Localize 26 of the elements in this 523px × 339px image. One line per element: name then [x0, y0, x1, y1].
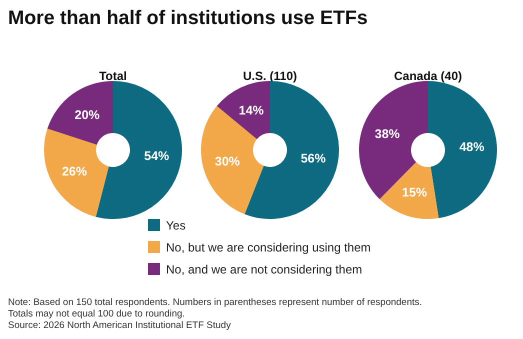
data-label: 48%	[459, 140, 484, 154]
chart-title: More than half of institutions use ETFs	[8, 7, 368, 29]
source-note: Source: 2026 North American Institutional ETF Study	[8, 320, 232, 331]
legend-label: No, and we are not considering them	[166, 262, 362, 276]
legend-label: Yes	[166, 218, 186, 232]
data-label: 20%	[74, 108, 100, 122]
donut-slice	[44, 128, 109, 217]
donut-slice	[428, 81, 497, 218]
chart-subtitle: Total	[99, 69, 127, 83]
chart-subtitle: U.S. (110)	[242, 69, 298, 83]
donut-slice	[216, 81, 270, 140]
legend-label: No, but we are considering using them	[166, 240, 371, 254]
text: Note: Based on 150 total respondents. Numbers in parentheses represent number of respondents.	[8, 297, 422, 308]
data-label: 14%	[238, 104, 264, 118]
data-label: 54%	[144, 149, 170, 164]
text: Totals may not equal 100 due to rounding.	[8, 308, 185, 320]
data-label: 38%	[374, 126, 400, 141]
donut-slice	[380, 162, 439, 219]
donut-slice	[359, 81, 428, 200]
data-label: 15%	[402, 185, 428, 200]
data-label: 30%	[214, 154, 240, 168]
data-label: 56%	[300, 152, 326, 166]
donut-slice	[47, 81, 113, 145]
chart-subtitle: Canada (40)	[394, 69, 462, 83]
donut-slice	[201, 106, 264, 214]
data-label: 26%	[62, 164, 87, 179]
